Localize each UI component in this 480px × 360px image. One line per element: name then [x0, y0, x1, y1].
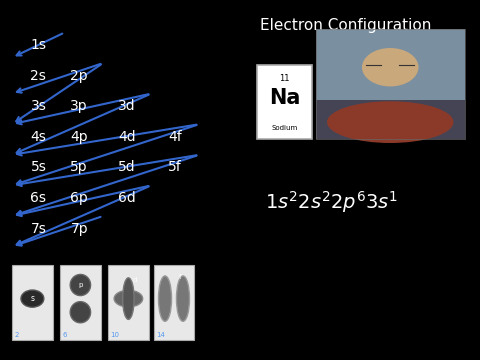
Bar [60, 265, 101, 340]
Text: p: p [78, 282, 83, 288]
Text: Electron Configuration: Electron Configuration [260, 18, 432, 33]
Ellipse shape [70, 302, 91, 323]
Ellipse shape [158, 276, 171, 321]
Text: 1s: 1s [30, 38, 47, 52]
Ellipse shape [123, 278, 134, 319]
Text: $1s^22s^22p^63s^1$: $1s^22s^22p^63s^1$ [264, 189, 398, 215]
Bar [316, 29, 465, 100]
Ellipse shape [177, 276, 190, 321]
Text: Sodium: Sodium [271, 125, 298, 131]
Ellipse shape [362, 48, 419, 86]
Bar [12, 265, 53, 340]
Text: 10: 10 [110, 332, 120, 338]
Text: d: d [132, 277, 137, 283]
Text: 6: 6 [62, 332, 67, 338]
Ellipse shape [114, 290, 143, 307]
Text: 2s: 2s [30, 69, 47, 82]
Text: 6p: 6p [71, 191, 88, 205]
Ellipse shape [327, 101, 454, 143]
Bar [108, 265, 149, 340]
Bar [316, 100, 465, 139]
Ellipse shape [70, 274, 91, 296]
Text: 5p: 5p [71, 161, 88, 174]
Text: 7s: 7s [30, 222, 47, 235]
Bar [257, 65, 312, 139]
Text: 3p: 3p [71, 99, 88, 113]
Text: 4s: 4s [30, 130, 47, 144]
Text: 6s: 6s [30, 191, 47, 205]
Text: 5f: 5f [168, 161, 182, 174]
Text: 4p: 4p [71, 130, 88, 144]
Text: 7p: 7p [71, 222, 88, 235]
Text: s: s [30, 294, 35, 303]
Text: 3d: 3d [119, 99, 136, 113]
Bar [316, 29, 465, 139]
Circle shape [21, 290, 44, 307]
Text: 3s: 3s [30, 99, 47, 113]
Text: Na: Na [269, 88, 300, 108]
Text: 11: 11 [279, 73, 289, 82]
Text: 6d: 6d [119, 191, 136, 205]
Bar [154, 265, 194, 340]
Text: 4d: 4d [119, 130, 136, 144]
Text: 5s: 5s [30, 161, 47, 174]
Text: 2: 2 [14, 332, 19, 338]
Text: f: f [179, 274, 181, 280]
Text: 5d: 5d [119, 161, 136, 174]
Text: 4f: 4f [168, 130, 182, 144]
Text: 14: 14 [156, 332, 165, 338]
Text: 2p: 2p [71, 69, 88, 82]
